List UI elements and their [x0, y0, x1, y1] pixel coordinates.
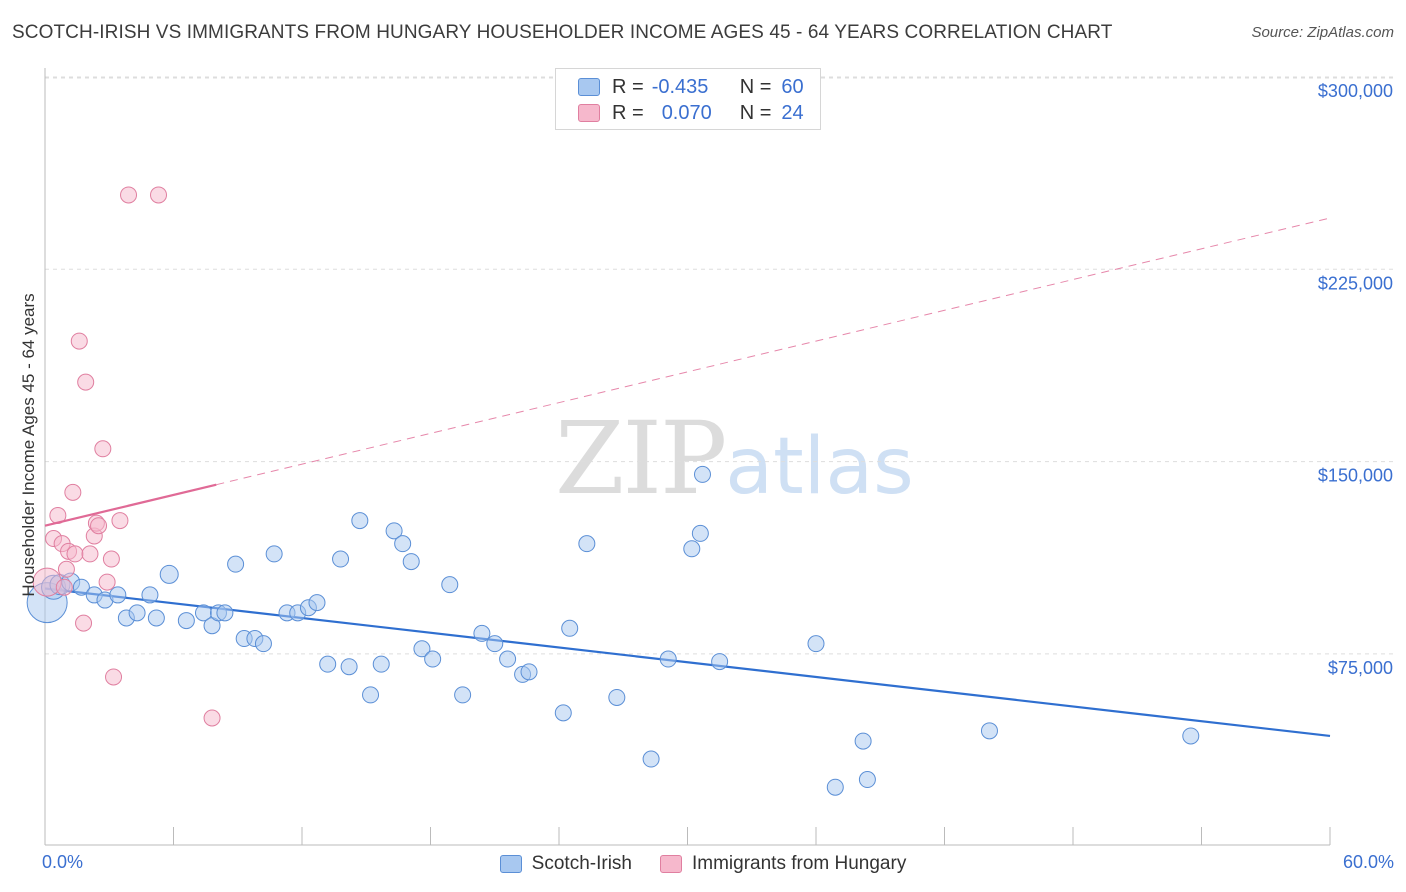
point-hungary: [77, 373, 95, 391]
point-scotch-irish: [332, 550, 350, 568]
point-scotch-irish: [578, 535, 596, 553]
y-tick-label: $150,000: [1318, 466, 1393, 486]
point-scotch-irish: [265, 545, 283, 563]
point-scotch-irish: [385, 522, 403, 540]
point-scotch-irish: [372, 655, 390, 673]
point-scotch-irish: [454, 686, 472, 704]
point-scotch-irish: [441, 576, 459, 594]
point-scotch-irish: [72, 578, 90, 596]
series-legend: Scotch-Irish Immigrants from Hungary: [0, 850, 1406, 878]
point-scotch-irish: [642, 750, 660, 768]
watermark-zip: ZIP: [555, 400, 727, 517]
point-scotch-irish: [858, 771, 876, 789]
point-hungary: [203, 709, 221, 727]
point-scotch-irish: [693, 465, 711, 483]
trend-line-hungary: [44, 483, 217, 527]
point-scotch-irish: [561, 619, 579, 637]
chart-title: SCOTCH-IRISH VS IMMIGRANTS FROM HUNGARY …: [12, 22, 1113, 43]
y-axis-label: Householder Income Ages 45 - 64 years: [19, 293, 38, 597]
point-hungary: [98, 573, 116, 591]
n-value: 60: [781, 75, 804, 98]
point-scotch-irish: [216, 604, 234, 622]
point-scotch-irish: [402, 553, 420, 571]
watermark-atlas: atlas: [725, 422, 914, 512]
x-axis-min-label: 0.0%: [42, 852, 84, 872]
legend-row-scotch-irish: R = -0.435 N = 60: [578, 74, 804, 100]
point-scotch-irish: [608, 688, 626, 706]
n-value: 24: [781, 101, 804, 124]
y-tick-label: $225,000: [1318, 273, 1393, 293]
watermark: ZIPatlas: [555, 400, 914, 517]
point-scotch-irish: [147, 609, 165, 627]
point-scotch-irish: [711, 653, 729, 671]
point-hungary: [64, 483, 82, 501]
point-scotch-irish: [499, 650, 517, 668]
point-hungary: [105, 668, 123, 686]
point-scotch-irish: [554, 704, 572, 722]
point-scotch-irish: [362, 686, 380, 704]
point-scotch-irish: [177, 612, 195, 630]
pink-swatch-icon: [578, 104, 600, 122]
point-hungary: [90, 517, 108, 535]
point-scotch-irish: [473, 624, 491, 642]
point-scotch-irish: [1182, 727, 1200, 745]
legend-label: Immigrants from Hungary: [691, 853, 907, 874]
point-scotch-irish: [807, 635, 825, 653]
r-value: -0.435: [651, 75, 709, 98]
r-value: 0.070: [661, 101, 712, 124]
point-scotch-irish: [486, 635, 504, 653]
y-tick-label: $75,000: [1328, 658, 1393, 678]
point-hungary: [57, 560, 75, 578]
point-scotch-irish: [340, 658, 358, 676]
point-hungary: [55, 578, 73, 596]
legend-item-scotch-irish[interactable]: Scotch-Irish: [499, 853, 632, 875]
point-scotch-irish: [826, 778, 844, 796]
point-scotch-irish: [254, 635, 272, 653]
point-hungary: [94, 440, 112, 458]
n-label: N =: [739, 101, 772, 124]
pink-swatch-icon: [659, 855, 682, 873]
legend-item-hungary[interactable]: Immigrants from Hungary: [659, 853, 907, 875]
point-hungary: [150, 186, 168, 204]
point-scotch-irish: [683, 540, 701, 558]
y-tick-label: $300,000: [1318, 81, 1393, 101]
point-scotch-irish: [659, 650, 677, 668]
point-scotch-irish: [109, 586, 127, 604]
r-label: R =: [612, 75, 644, 98]
point-scotch-irish: [159, 564, 179, 584]
trend-line-scotch-irish: [44, 587, 1331, 738]
n-label: N =: [739, 75, 772, 98]
trend-line-hungary-dashed: [216, 217, 1331, 486]
point-hungary: [120, 186, 138, 204]
point-hungary: [66, 545, 84, 563]
source-label: Source: ZipAtlas.com: [1251, 24, 1394, 41]
point-scotch-irish: [854, 732, 872, 750]
r-label: R =: [612, 101, 644, 124]
point-scotch-irish: [351, 512, 369, 530]
point-scotch-irish: [394, 535, 412, 553]
blue-swatch-icon: [499, 855, 522, 873]
x-axis-max-label: 60.0%: [1342, 852, 1394, 872]
point-hungary: [75, 614, 93, 632]
legend-row-hungary: R = 0.070 N = 24: [578, 100, 804, 126]
point-scotch-irish: [520, 663, 538, 681]
point-scotch-irish: [691, 524, 709, 542]
point-scotch-irish: [424, 650, 442, 668]
point-scotch-irish: [308, 594, 326, 612]
point-scotch-irish: [141, 586, 159, 604]
point-hungary: [81, 545, 99, 563]
point-scotch-irish: [980, 722, 998, 740]
blue-swatch-icon: [578, 78, 600, 96]
point-hungary: [111, 512, 129, 530]
legend-label: Scotch-Irish: [531, 853, 632, 874]
correlation-legend: R = -0.435 N = 60 R = 0.070 N = 24: [555, 68, 821, 130]
point-scotch-irish: [128, 604, 146, 622]
point-hungary: [70, 332, 88, 350]
point-scotch-irish: [413, 640, 431, 658]
point-hungary: [102, 550, 120, 568]
point-scotch-irish: [227, 555, 245, 573]
point-scotch-irish: [319, 655, 337, 673]
